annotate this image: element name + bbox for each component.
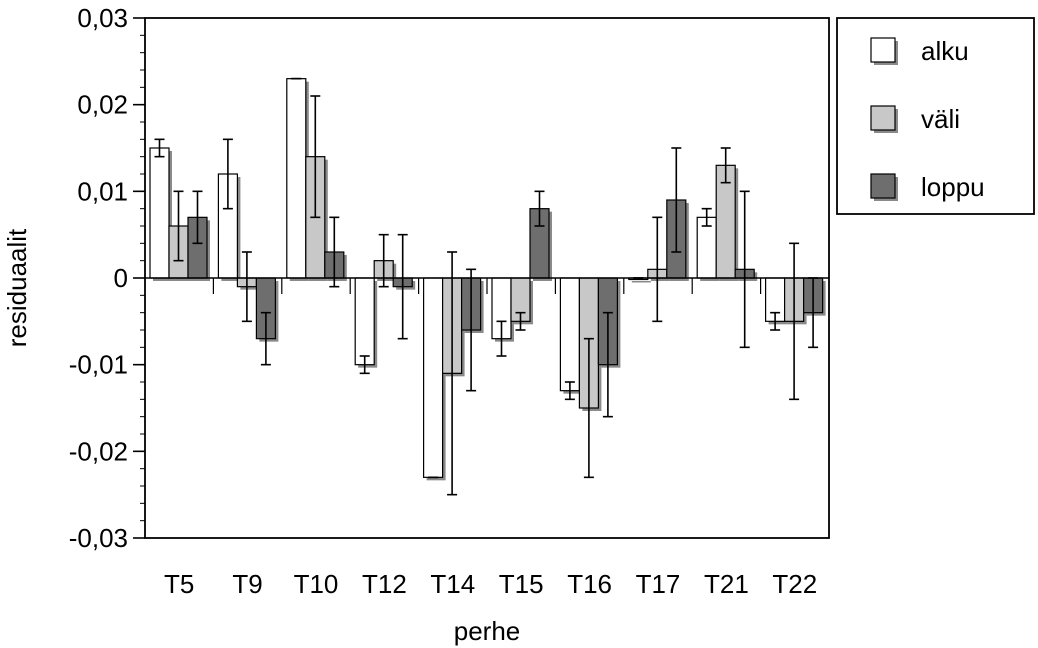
bar-alku-T14 bbox=[423, 277, 444, 478]
x-tick-label: T5 bbox=[164, 569, 194, 599]
y-tick-label: 0,02 bbox=[77, 90, 128, 120]
bar-alku-T5 bbox=[149, 147, 170, 279]
bars-layer bbox=[149, 77, 826, 496]
y-tick-label: 0,01 bbox=[77, 176, 128, 206]
legend-label-loppu: loppu bbox=[921, 172, 985, 202]
legend-box bbox=[836, 17, 1035, 215]
y-axis-label: residuaalit bbox=[2, 228, 32, 347]
y-tick-label: -0,01 bbox=[69, 350, 128, 380]
x-tick-label: T22 bbox=[772, 569, 817, 599]
y-tick-label: -0,02 bbox=[69, 436, 128, 466]
bar-alku-T10 bbox=[286, 78, 307, 279]
legend-swatch-alku bbox=[870, 37, 896, 63]
x-tick-label: T15 bbox=[499, 569, 544, 599]
x-axis-label: perhe bbox=[454, 616, 521, 646]
y-tick-label: 0,03 bbox=[77, 3, 128, 33]
x-tick-label: T21 bbox=[704, 569, 749, 599]
y-tick-label: 0 bbox=[114, 263, 128, 293]
x-tick-label: T12 bbox=[362, 569, 407, 599]
x-tick-label: T9 bbox=[232, 569, 262, 599]
bar-shadow bbox=[631, 281, 651, 283]
legend-swatch-väli bbox=[870, 105, 896, 131]
x-tick-label: T10 bbox=[294, 569, 339, 599]
legend-label-alku: alku bbox=[921, 36, 969, 66]
axes-layer bbox=[133, 17, 830, 539]
legend-swatch-loppu bbox=[870, 173, 896, 199]
legend-label-väli: väli bbox=[921, 104, 960, 134]
bar-alku-T16 bbox=[559, 277, 581, 392]
x-tick-label: T14 bbox=[430, 569, 475, 599]
x-tick-label: T17 bbox=[636, 569, 681, 599]
legend: alku väli loppu bbox=[836, 17, 1035, 215]
x-tick-label: T16 bbox=[567, 569, 612, 599]
y-tick-label: -0,03 bbox=[69, 523, 128, 553]
bar-alku-T12 bbox=[354, 277, 375, 366]
labels-layer: 0,03 0,02 0,01 0 -0,01 -0,02 -0,03 T5 T9 T10 T12 T1… bbox=[69, 3, 817, 599]
